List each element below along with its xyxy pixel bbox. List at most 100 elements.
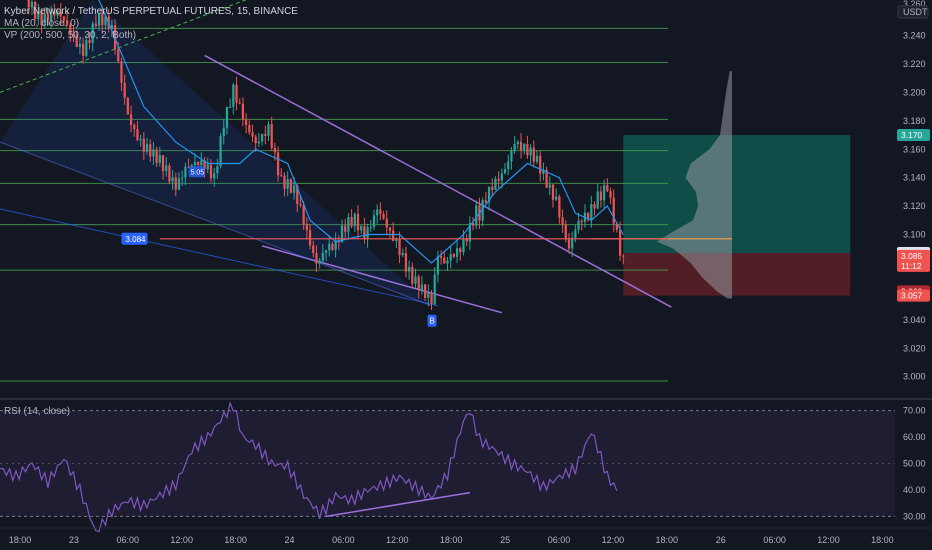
- candle-body: [245, 119, 248, 126]
- time-axis[interactable]: 18:00 23 06:00 12:00 18:00 24 06:00 12:00 18:00 2…: [0, 527, 932, 545]
- candle-body: [436, 256, 440, 275]
- candle-body: [430, 292, 433, 304]
- trend-channel[interactable]: [0, 0, 672, 314]
- candle-body: [567, 239, 571, 249]
- candle-body: [603, 185, 606, 201]
- candle-body: [497, 178, 500, 181]
- candle-body: [510, 151, 513, 162]
- fan-line-lower[interactable]: [0, 208, 439, 307]
- candle-body: [321, 252, 324, 261]
- candle: [484, 191, 487, 205]
- ma-legend[interactable]: MA (20, close, 0): [4, 18, 79, 29]
- channel-upper-line[interactable]: [204, 54, 672, 308]
- loss-zone[interactable]: [623, 253, 851, 296]
- candle-body: [347, 217, 350, 232]
- current-price-extra: 11:12: [901, 261, 922, 271]
- candle-body: [443, 257, 446, 264]
- current-price-value: 3.085: [901, 251, 923, 261]
- ma-legend-label: MA (20, close, 0): [4, 18, 80, 29]
- candle-body: [452, 254, 456, 257]
- currency-badge[interactable]: [897, 5, 929, 19]
- candle: [136, 121, 139, 142]
- candle: [123, 74, 126, 105]
- candle: [555, 188, 558, 202]
- ray-label-badge[interactable]: [121, 232, 148, 245]
- candle: [612, 189, 615, 232]
- candle-body: [308, 230, 312, 246]
- price-axis[interactable]: 3.260 USDT 3.240 3.220 3.200 3.180 3.160 3.14…: [895, 0, 932, 398]
- candle-body: [254, 136, 257, 144]
- candle: [30, 0, 34, 16]
- candle-body: [350, 217, 353, 227]
- candle-body: [500, 173, 503, 181]
- candle: [315, 245, 318, 273]
- current-price-badge: [897, 249, 930, 272]
- candle-body: [519, 141, 523, 151]
- candle: [50, 5, 53, 29]
- candle: [69, 22, 72, 42]
- candle: [142, 132, 145, 161]
- candle: [590, 195, 593, 228]
- candle: [567, 233, 571, 254]
- candle: [503, 162, 507, 175]
- candle-body: [462, 238, 465, 253]
- candle: [27, 0, 30, 15]
- rsi-line: [0, 401, 618, 533]
- channel-shading: [0, 0, 432, 306]
- candle-body: [238, 102, 241, 104]
- candle: [216, 158, 219, 179]
- rsi-axis[interactable]: 70.00 60.00 50.00 40.00 30.00: [903, 406, 926, 522]
- candle: [34, 0, 37, 21]
- symbol-legend[interactable]: Kyber Network / TetherUS PERPETUAL FUTUR…: [4, 6, 298, 17]
- position-zones[interactable]: [623, 135, 851, 296]
- candle-body: [30, 1, 34, 8]
- candle: [532, 140, 535, 168]
- horizontal-ray[interactable]: 3.084: [121, 232, 669, 245]
- candle-body: [411, 266, 414, 284]
- candle-body: [328, 243, 331, 251]
- candle: [430, 289, 433, 310]
- dashed-trend-line[interactable]: [0, 0, 272, 93]
- candle: [392, 222, 395, 242]
- candle-body: [270, 124, 273, 148]
- price-tick-label: 3.200: [903, 87, 926, 97]
- candle-body: [286, 179, 289, 189]
- candle-body: [459, 248, 462, 253]
- time-tick-label: 23: [69, 535, 79, 545]
- candle: [37, 3, 40, 25]
- candle-body: [181, 177, 184, 179]
- candle: [401, 248, 404, 257]
- candle: [487, 186, 491, 211]
- candle: [516, 140, 519, 149]
- time-tick-label: 18:00: [224, 535, 247, 545]
- vp-legend[interactable]: VP (200, 500, 50, 30, 2, Both): [4, 30, 136, 41]
- candle: [241, 97, 245, 127]
- candle-body: [379, 209, 382, 214]
- candle: [446, 257, 449, 271]
- candle: [459, 246, 462, 261]
- candle: [414, 268, 417, 289]
- time-tick-label: 06:00: [117, 535, 140, 545]
- candle: [545, 166, 548, 189]
- fan-line-middle[interactable]: [0, 141, 432, 307]
- candle: [276, 146, 280, 182]
- candle-body: [129, 114, 133, 125]
- candle-body: [292, 185, 296, 193]
- candle-body: [356, 213, 360, 231]
- candle: [366, 223, 369, 248]
- candle: [289, 178, 292, 194]
- candle: [551, 183, 555, 208]
- profit-zone[interactable]: [623, 135, 851, 254]
- candle-body: [491, 186, 494, 190]
- candle-body: [152, 149, 155, 157]
- candle: [149, 139, 152, 162]
- candle: [548, 176, 551, 196]
- candle-body: [171, 177, 174, 182]
- time-tick-label: 12:00: [386, 535, 409, 545]
- rsi-legend[interactable]: RSI (14, close): [4, 406, 70, 417]
- candle-body: [484, 200, 487, 203]
- time-tick-label: 18:00: [9, 535, 32, 545]
- candle: [94, 14, 98, 29]
- price-tick-label: 3.040: [903, 315, 926, 325]
